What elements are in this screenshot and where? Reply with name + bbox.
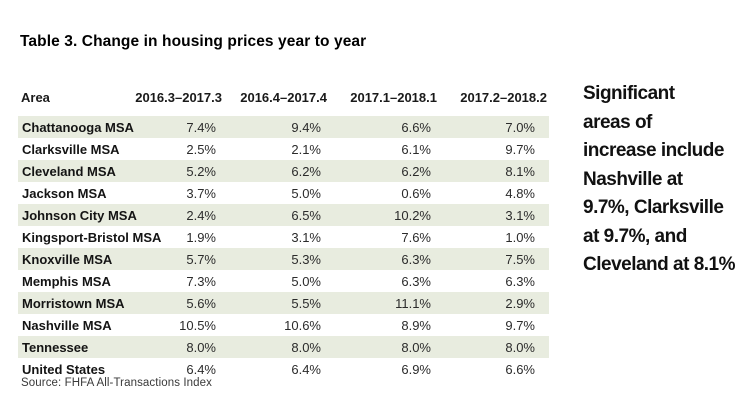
pull-quote-line: at 9.7%, and xyxy=(583,225,687,247)
value-cell: 6.6% xyxy=(401,119,431,135)
value-cell: 7.3% xyxy=(186,273,216,289)
area-cell: Johnson City MSA xyxy=(22,207,137,223)
column-header-2016-3: 2016.3–2017.3 xyxy=(135,89,222,105)
column-header-area: Area xyxy=(21,89,50,105)
column-header-2017-1: 2017.1–2018.1 xyxy=(350,89,437,105)
value-cell: 5.3% xyxy=(291,251,321,267)
column-header-2017-2: 2017.2–2018.2 xyxy=(460,89,547,105)
area-cell: Morristown MSA xyxy=(22,295,125,311)
value-cell: 9.7% xyxy=(505,141,535,157)
value-cell: 2.1% xyxy=(291,141,321,157)
table-row: Nashville MSA 10.5% 10.6% 8.9% 9.7% xyxy=(18,314,549,336)
table-row: Chattanooga MSA 7.4% 9.4% 6.6% 7.0% xyxy=(18,116,549,138)
table-header: Area 2016.3–2017.3 2016.4–2017.4 2017.1–… xyxy=(18,80,549,116)
table-row: Knoxville MSA 5.7% 5.3% 6.3% 7.5% xyxy=(18,248,549,270)
value-cell: 6.3% xyxy=(505,273,535,289)
value-cell: 2.5% xyxy=(186,141,216,157)
value-cell: 7.4% xyxy=(186,119,216,135)
area-cell: Nashville MSA xyxy=(22,317,112,333)
pull-quote: Significant areas of increase include Na… xyxy=(583,80,750,280)
housing-prices-table: Area 2016.3–2017.3 2016.4–2017.4 2017.1–… xyxy=(18,80,549,380)
value-cell: 6.6% xyxy=(505,361,535,377)
pull-quote-line: increase include xyxy=(583,140,724,161)
value-cell: 11.1% xyxy=(395,295,431,311)
area-cell: Jackson MSA xyxy=(22,185,107,201)
pull-quote-line: Cleveland at 8.1% xyxy=(583,254,736,275)
value-cell: 5.6% xyxy=(186,295,216,311)
value-cell: 6.3% xyxy=(401,273,431,289)
value-cell: 5.0% xyxy=(291,185,321,201)
table-row: Kingsport-Bristol MSA 1.9% 3.1% 7.6% 1.0… xyxy=(18,226,549,248)
value-cell: 4.8% xyxy=(505,185,535,201)
value-cell: 5.5% xyxy=(291,295,321,311)
value-cell: 3.1% xyxy=(505,207,535,223)
value-cell: 6.9% xyxy=(401,361,431,377)
area-cell: Clarksville MSA xyxy=(22,141,120,157)
value-cell: 8.0% xyxy=(186,339,216,355)
source-note: Source: FHFA All-Transactions Index xyxy=(21,377,212,389)
value-cell: 8.0% xyxy=(291,339,321,355)
value-cell: 10.2% xyxy=(394,207,431,223)
header-row: Area 2016.3–2017.3 2016.4–2017.4 2017.1–… xyxy=(18,80,549,116)
table-body: Chattanooga MSA 7.4% 9.4% 6.6% 7.0% Clar… xyxy=(18,116,549,380)
value-cell: 1.9% xyxy=(186,229,216,245)
value-cell: 9.7% xyxy=(505,317,535,333)
table-row: Cleveland MSA 5.2% 6.2% 6.2% 8.1% xyxy=(18,160,549,182)
value-cell: 6.2% xyxy=(291,163,321,179)
table-row: Johnson City MSA 2.4% 6.5% 10.2% 3.1% xyxy=(18,204,549,226)
value-cell: 6.1% xyxy=(401,141,431,157)
table-row: Clarksville MSA 2.5% 2.1% 6.1% 9.7% xyxy=(18,138,549,160)
value-cell: 7.5% xyxy=(505,251,535,267)
area-cell: Knoxville MSA xyxy=(22,251,113,267)
value-cell: 5.2% xyxy=(186,163,216,179)
table-row: United States 6.4% 6.4% 6.9% 6.6% xyxy=(18,358,549,380)
value-cell: 9.4% xyxy=(291,119,321,135)
value-cell: 10.6% xyxy=(284,317,321,333)
value-cell: 0.6% xyxy=(401,185,431,201)
value-cell: 7.0% xyxy=(505,119,535,135)
value-cell: 6.4% xyxy=(186,361,216,377)
pull-quote-line: Significant xyxy=(583,83,675,104)
area-cell: Chattanooga MSA xyxy=(22,119,134,135)
value-cell: 8.9% xyxy=(401,317,431,333)
value-cell: 6.4% xyxy=(291,361,321,377)
value-cell: 6.5% xyxy=(291,207,321,223)
column-header-2016-4: 2016.4–2017.4 xyxy=(240,89,327,105)
value-cell: 7.6% xyxy=(401,229,431,245)
value-cell: 2.9% xyxy=(505,295,535,311)
pull-quote-line: Nashville at xyxy=(583,168,683,190)
value-cell: 3.1% xyxy=(291,229,321,245)
value-cell: 8.0% xyxy=(505,339,535,355)
value-cell: 5.7% xyxy=(186,251,216,267)
value-cell: 2.4% xyxy=(186,207,216,223)
value-cell: 3.7% xyxy=(186,185,216,201)
value-cell: 8.0% xyxy=(401,339,431,355)
table-row: Tennessee 8.0% 8.0% 8.0% 8.0% xyxy=(18,336,549,358)
value-cell: 10.5% xyxy=(179,317,216,333)
value-cell: 5.0% xyxy=(291,273,321,289)
value-cell: 6.3% xyxy=(401,251,431,267)
value-cell: 8.1% xyxy=(505,163,535,179)
table-row: Memphis MSA 7.3% 5.0% 6.3% 6.3% xyxy=(18,270,549,292)
area-cell: Cleveland MSA xyxy=(22,163,116,179)
value-cell: 6.2% xyxy=(401,163,431,179)
pull-quote-line: 9.7%, Clarksville xyxy=(583,197,724,218)
area-cell: Memphis MSA xyxy=(22,273,111,289)
table-row: Morristown MSA 5.6% 5.5% 11.1% 2.9% xyxy=(18,292,549,314)
pull-quote-line: areas of xyxy=(583,111,652,133)
area-cell: Kingsport-Bristol MSA xyxy=(22,229,162,245)
area-cell: Tennessee xyxy=(22,339,89,355)
table-row: Jackson MSA 3.7% 5.0% 0.6% 4.8% xyxy=(18,182,549,204)
value-cell: 1.0% xyxy=(505,229,535,245)
page-title: Table 3. Change in housing prices year t… xyxy=(20,33,367,50)
area-cell: United States xyxy=(22,361,106,377)
